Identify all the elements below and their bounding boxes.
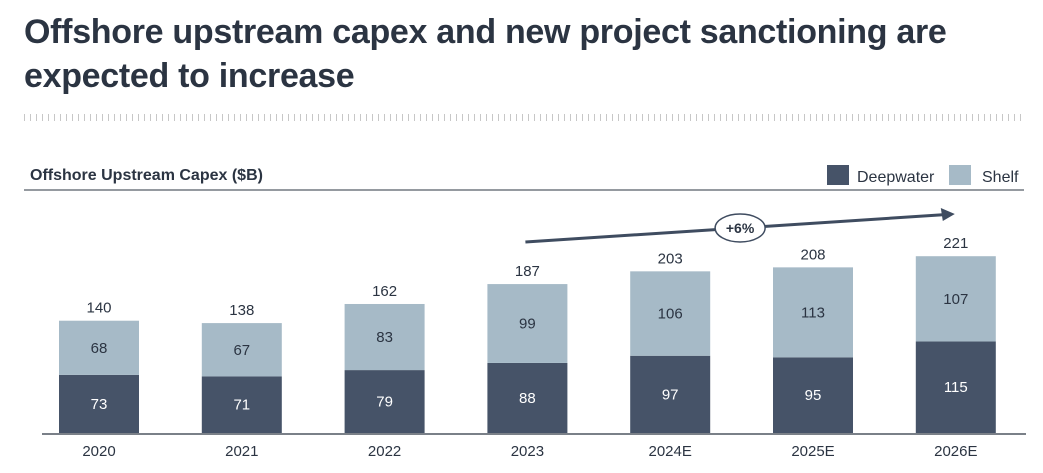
data-label-shelf: 113: [801, 304, 825, 321]
bar-shelf: [201, 323, 282, 377]
total-label: 162: [372, 283, 397, 300]
legend-label-deepwater: Deepwater: [857, 169, 935, 186]
bar-deepwater: [630, 355, 711, 433]
legend-label-shelf: Shelf: [982, 169, 1019, 186]
data-label-deepwater: 88: [519, 390, 536, 407]
bar-deepwater: [201, 376, 282, 433]
bar-deepwater: [487, 362, 568, 433]
data-label-shelf: 107: [943, 291, 968, 308]
growth-arrow-head: [940, 208, 955, 221]
x-tick-label: 2025E: [791, 443, 834, 460]
data-label-shelf: 67: [233, 342, 250, 359]
data-label-shelf: 99: [519, 315, 536, 332]
bar-deepwater: [344, 370, 425, 433]
data-label-deepwater: 73: [91, 396, 108, 413]
data-label-deepwater: 71: [233, 397, 250, 414]
bar-group: 73 68 140 2020 71 67 138 2021 79 83 162 2022 88 99 187…: [59, 235, 996, 460]
data-label-deepwater: 79: [376, 394, 393, 411]
bar-shelf: [487, 284, 568, 363]
growth-label: +6%: [726, 220, 755, 236]
legend-swatch-deepwater: [827, 165, 849, 185]
bar-deepwater: [773, 357, 853, 433]
bar-deepwater: [59, 374, 139, 433]
dotted-divider: [24, 114, 1024, 121]
total-label: 203: [658, 250, 683, 267]
legend: Deepwater Shelf: [827, 165, 1019, 186]
data-label-shelf: 68: [91, 340, 108, 357]
x-tick-label: 2020: [82, 443, 115, 460]
x-tick-label: 2026E: [934, 443, 977, 460]
data-label-deepwater: 115: [944, 379, 968, 396]
data-label-deepwater: 95: [805, 387, 822, 404]
chart-title: Offshore Upstream Capex ($B): [30, 167, 263, 184]
page-title: Offshore upstream capex and new project …: [24, 13, 947, 95]
bar-shelf: [630, 271, 711, 356]
total-label: 140: [86, 300, 111, 317]
x-tick-label: 2024E: [649, 443, 692, 460]
x-tick-label: 2021: [225, 443, 258, 460]
x-tick-label: 2023: [511, 443, 544, 460]
bar-shelf: [915, 256, 996, 342]
total-label: 138: [229, 302, 254, 319]
data-label-shelf: 106: [658, 306, 683, 323]
legend-swatch-shelf: [949, 165, 971, 185]
total-label: 221: [943, 235, 968, 252]
growth-bubble: [714, 213, 766, 243]
x-tick-label: 2022: [368, 443, 401, 460]
bar-deepwater: [915, 341, 996, 433]
bar-shelf: [59, 320, 139, 375]
total-label: 187: [515, 263, 540, 280]
data-label-deepwater: 97: [662, 386, 679, 403]
total-label: 208: [800, 246, 825, 263]
data-label-shelf: 83: [376, 329, 393, 346]
bar-shelf: [773, 267, 853, 358]
bar-shelf: [344, 303, 425, 371]
growth-annotation: +6%: [525, 208, 955, 244]
